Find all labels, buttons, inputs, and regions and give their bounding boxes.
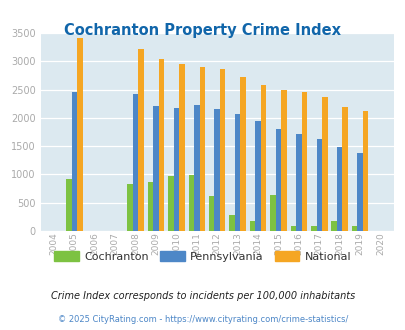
Bar bbox=[342, 107, 347, 231]
Text: Crime Index corresponds to incidents per 100,000 inhabitants: Crime Index corresponds to incidents per… bbox=[51, 291, 354, 301]
Text: Cochranton Property Crime Index: Cochranton Property Crime Index bbox=[64, 23, 341, 38]
Bar bbox=[234, 114, 240, 231]
Bar bbox=[66, 179, 71, 231]
Bar bbox=[281, 90, 286, 231]
Bar bbox=[173, 108, 179, 231]
Bar bbox=[132, 93, 138, 231]
Bar bbox=[147, 182, 153, 231]
Bar bbox=[301, 92, 307, 231]
Bar bbox=[270, 195, 275, 231]
Bar bbox=[229, 214, 234, 231]
Bar bbox=[209, 196, 214, 231]
Bar bbox=[188, 175, 194, 231]
Bar bbox=[356, 153, 362, 231]
Bar bbox=[351, 226, 356, 231]
Bar bbox=[194, 105, 199, 231]
Bar bbox=[275, 129, 281, 231]
Bar bbox=[249, 221, 255, 231]
Bar bbox=[138, 50, 143, 231]
Bar bbox=[321, 97, 327, 231]
Bar bbox=[127, 184, 132, 231]
Bar bbox=[290, 226, 295, 231]
Bar bbox=[336, 147, 342, 231]
Bar bbox=[330, 221, 336, 231]
Bar bbox=[158, 59, 164, 231]
Bar bbox=[77, 38, 82, 231]
Bar bbox=[153, 106, 158, 231]
Text: © 2025 CityRating.com - https://www.cityrating.com/crime-statistics/: © 2025 CityRating.com - https://www.city… bbox=[58, 315, 347, 324]
Bar bbox=[179, 64, 184, 231]
Bar bbox=[214, 109, 220, 231]
Legend: Cochranton, Pennsylvania, National: Cochranton, Pennsylvania, National bbox=[50, 247, 355, 267]
Bar bbox=[220, 70, 225, 231]
Bar bbox=[295, 134, 301, 231]
Bar bbox=[240, 77, 245, 231]
Bar bbox=[255, 121, 260, 231]
Bar bbox=[199, 67, 205, 231]
Bar bbox=[316, 139, 321, 231]
Bar bbox=[168, 177, 173, 231]
Bar bbox=[310, 226, 316, 231]
Bar bbox=[71, 92, 77, 231]
Bar bbox=[362, 111, 367, 231]
Bar bbox=[260, 85, 266, 231]
